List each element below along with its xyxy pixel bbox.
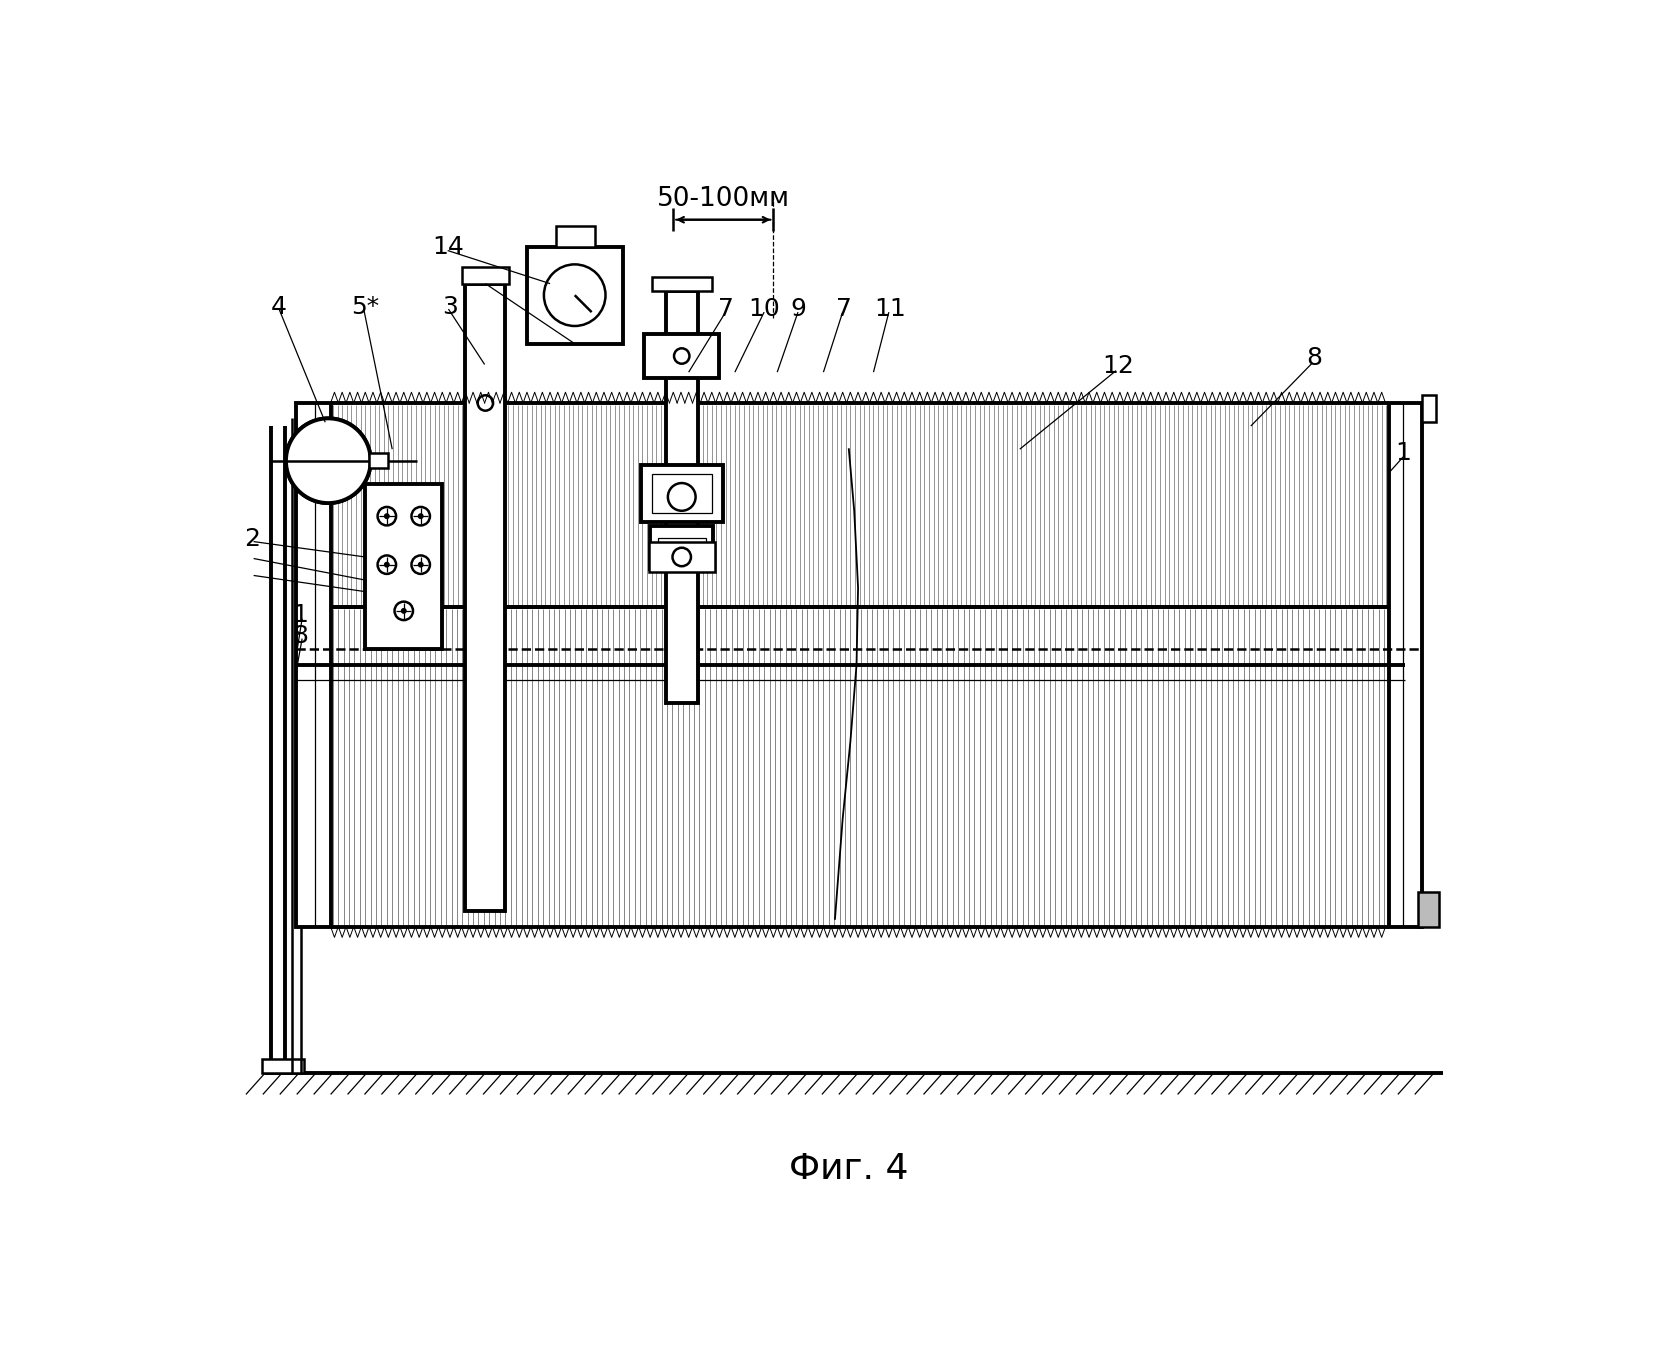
- Bar: [466, 283, 505, 912]
- Circle shape: [419, 513, 423, 519]
- Circle shape: [673, 548, 691, 567]
- Circle shape: [378, 507, 396, 526]
- Bar: [370, 453, 388, 468]
- Circle shape: [287, 419, 371, 502]
- Text: 9: 9: [790, 297, 805, 322]
- Text: 8: 8: [1306, 346, 1322, 371]
- Text: 1: 1: [1395, 441, 1412, 465]
- Bar: [262, 1060, 303, 1073]
- Circle shape: [411, 556, 429, 574]
- Bar: [365, 483, 442, 649]
- Bar: [666, 292, 698, 704]
- Bar: [645, 334, 719, 378]
- Text: 14: 14: [432, 235, 464, 260]
- Bar: [1418, 893, 1440, 927]
- Text: 50-100мм: 50-100мм: [656, 186, 790, 212]
- Circle shape: [419, 563, 423, 567]
- Text: 7: 7: [837, 297, 852, 322]
- Circle shape: [668, 483, 696, 511]
- Circle shape: [401, 609, 406, 613]
- Text: 10: 10: [749, 297, 780, 322]
- Text: Фиг. 4: Фиг. 4: [789, 1153, 908, 1186]
- Bar: [651, 278, 713, 292]
- Bar: [462, 267, 509, 283]
- Text: 8: 8: [292, 623, 308, 648]
- Text: 4: 4: [272, 294, 287, 319]
- Circle shape: [316, 449, 341, 474]
- Text: 11: 11: [875, 297, 906, 322]
- Bar: [1422, 396, 1435, 422]
- Text: 12: 12: [1102, 355, 1135, 378]
- Circle shape: [384, 563, 389, 567]
- Circle shape: [477, 396, 494, 411]
- Bar: [1389, 402, 1422, 927]
- Text: 2: 2: [244, 527, 260, 552]
- Text: 5*: 5*: [351, 294, 379, 319]
- Bar: [658, 538, 706, 561]
- Bar: [651, 474, 713, 513]
- Text: 1: 1: [292, 602, 308, 627]
- Circle shape: [378, 556, 396, 574]
- Circle shape: [411, 507, 429, 526]
- Circle shape: [543, 264, 605, 326]
- Circle shape: [674, 348, 689, 364]
- Bar: [527, 248, 623, 344]
- Text: 3: 3: [442, 294, 457, 319]
- Text: 7: 7: [717, 297, 734, 322]
- Bar: [641, 464, 722, 523]
- Circle shape: [384, 513, 389, 519]
- Circle shape: [287, 419, 371, 502]
- Bar: [297, 402, 331, 927]
- Bar: [557, 226, 595, 248]
- Bar: [650, 526, 713, 568]
- Bar: [648, 542, 714, 572]
- Circle shape: [394, 601, 413, 620]
